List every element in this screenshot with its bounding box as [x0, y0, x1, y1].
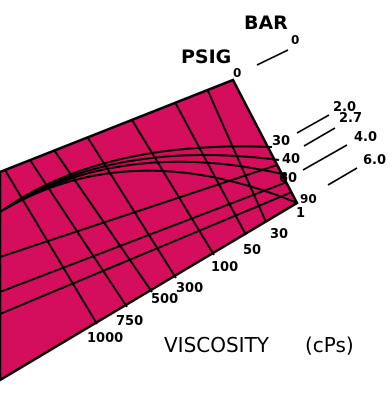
viscosity-unit: (cPs) [305, 333, 354, 357]
grid-line-lower [0, 191, 293, 315]
viscosity-tick-30: 30 [270, 227, 288, 242]
connector-60 [302, 144, 348, 171]
viscosity-tick-500: 500 [151, 292, 178, 307]
psig-tick-60: 60 [279, 171, 297, 186]
bar-tick-0: 0 [291, 33, 299, 47]
viscosity-tick-100: 100 [211, 260, 238, 275]
viscosity-tick-50: 50 [243, 243, 261, 258]
psig-tick-40: 40 [282, 152, 300, 167]
viscosity-title: VISCOSITY [164, 333, 270, 357]
conversion-connectors [256, 49, 358, 186]
connector-0 [256, 49, 289, 66]
curve-90-psig [0, 169, 298, 213]
grid-line-viscosity-300 [87, 137, 177, 279]
psig-title: PSIG [181, 46, 231, 68]
grid-line-middle [0, 181, 288, 293]
grid-line-viscosity-100 [131, 119, 215, 256]
grid-line-viscosity-50 [175, 103, 247, 236]
psig-tick-90: 90 [300, 192, 317, 206]
viscosity-tick-300: 300 [176, 281, 203, 296]
connector-40 [303, 127, 336, 147]
viscosity-tick-1: 1 [296, 206, 305, 221]
psig-tick-0: 0 [233, 66, 241, 80]
bar-tick-2-0: 2.0 [333, 100, 356, 115]
viscosity-tick-1000: 1000 [87, 331, 123, 346]
bar-title: BAR [244, 12, 288, 34]
grid-line-viscosity-1000 [4, 169, 98, 325]
viscosity-tick-750: 750 [116, 314, 143, 329]
bar-tick-2-7: 2.7 [339, 111, 362, 126]
pressure-curves [0, 145, 298, 213]
psig-tick-30: 30 [272, 134, 290, 149]
bar-tick-6-0: 6.0 [363, 153, 386, 168]
connector-30 [296, 114, 330, 134]
bar-tick-4-0: 4.0 [354, 130, 377, 145]
connector-90 [327, 167, 358, 186]
